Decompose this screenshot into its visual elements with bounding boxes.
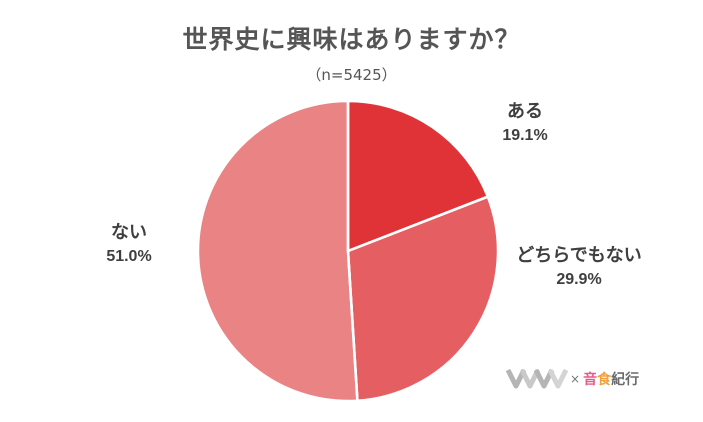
slice-separator-1 [347,195,489,253]
slice-percent: 29.9% [556,271,602,288]
logo-separator: × [570,372,581,386]
slice-label-aru: ある 19.1% [490,100,560,148]
slice-label-nai: ない 51.0% [92,221,166,269]
slice-percent: 19.1% [502,127,548,144]
slice-label-dochiralemonai: どちらでもない 29.9% [506,244,652,292]
slice-percent: 51.0% [106,248,152,265]
slice-separator-2 [346,250,359,401]
logo-brand-text: 音食紀行 [583,372,640,388]
slice-name: どちらでもない [516,245,642,266]
slice-name: ある [507,101,543,122]
pie-slice-0 [346,99,490,253]
brand-logo: × 音食紀行 [506,364,639,394]
chart-subtitle: （n=5425） [306,66,397,84]
chart-title: 世界史に興味はありますか？ [182,25,521,54]
pie-slice-1 [346,195,500,402]
voice-note-logo-icon [506,364,568,394]
slice-name: ない [111,222,147,243]
pie-slice-2 [196,99,359,403]
